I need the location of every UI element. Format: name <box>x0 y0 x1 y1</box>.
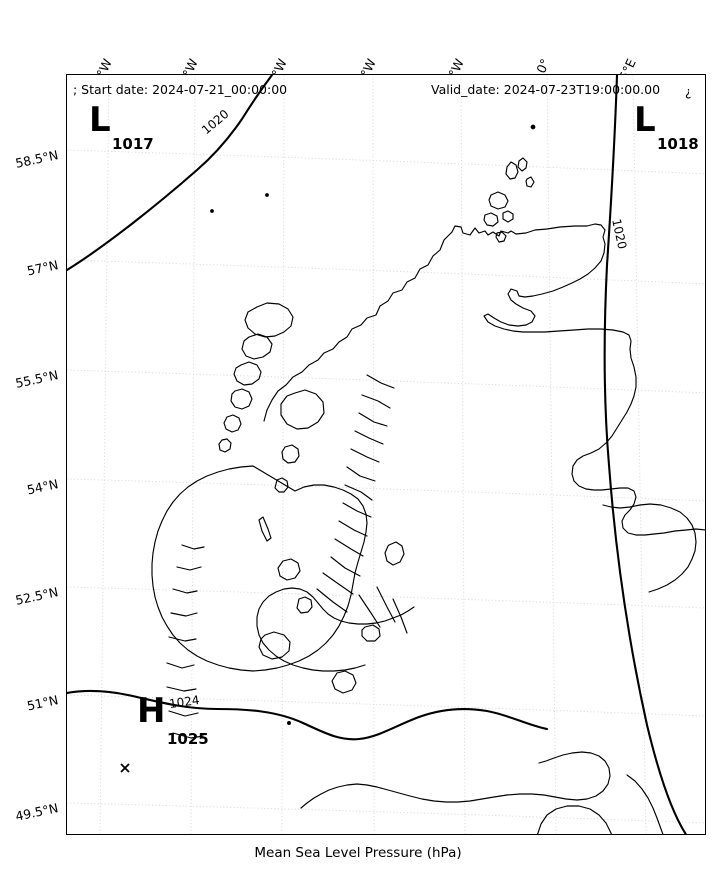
map-canvas <box>67 75 705 834</box>
figure-xlabel: Mean Sea Level Pressure (hPa) <box>254 845 462 861</box>
coast-great-britain <box>451 223 705 536</box>
y-tick-6: 49.5°N <box>13 800 60 824</box>
coast-ireland <box>151 465 368 672</box>
coast-east-england <box>602 503 697 593</box>
coastlines <box>151 124 705 834</box>
y-tick-0: 58.5°N <box>13 147 60 171</box>
low-pressure-nw-symbol: L <box>89 100 111 140</box>
high-pressure-sw-symbol: H <box>137 691 166 731</box>
low-pressure-ne-symbol: L <box>634 100 656 140</box>
valid-date-annotation: Valid_date: 2024-07-23T19:00:00.00 <box>431 82 661 97</box>
y-tick-5: 51°N <box>25 692 60 714</box>
islands-small-dots <box>210 124 536 725</box>
isobar-1020-nw <box>67 75 274 272</box>
islands-orkney <box>483 191 514 243</box>
coast-ireland-west-detail <box>166 544 205 739</box>
coast-south-england <box>300 751 611 809</box>
isobar-1024-sw <box>67 689 549 741</box>
y-tick-4: 52.5°N <box>13 584 60 608</box>
isobar-1020-east <box>603 75 687 834</box>
y-tick-3: 54°N <box>25 476 60 498</box>
start-date-annotation: ; Start date: 2024-07-21_00:00:00 <box>73 82 288 97</box>
islands-shetland <box>505 157 535 188</box>
graticule-gridlines <box>67 75 705 834</box>
station-marker-x <box>120 763 130 773</box>
coast-scotland-west <box>263 231 453 422</box>
island-isle-of-man <box>384 541 405 566</box>
islands-outer-hebrides <box>218 302 294 453</box>
map-plot-area[interactable]: ; Start date: 2024-07-21_00:00:00 Valid_… <box>66 74 706 835</box>
island-anglesey <box>361 624 381 642</box>
y-tick-1: 57°N <box>25 257 60 279</box>
coast-normandy <box>537 805 612 834</box>
y-tick-2: 55.5°N <box>13 367 60 391</box>
high-pressure-sw-value: 1025 <box>167 730 209 748</box>
isobar-contours <box>67 75 687 834</box>
low-pressure-ne-value: 1018 <box>657 135 699 153</box>
coast-wales <box>256 587 415 672</box>
islands-inner-hebrides <box>258 389 357 694</box>
low-pressure-nw-value: 1017 <box>112 135 154 153</box>
coast-france <box>626 774 664 834</box>
valid-date-suffix-glyph: ¿ <box>685 85 692 99</box>
